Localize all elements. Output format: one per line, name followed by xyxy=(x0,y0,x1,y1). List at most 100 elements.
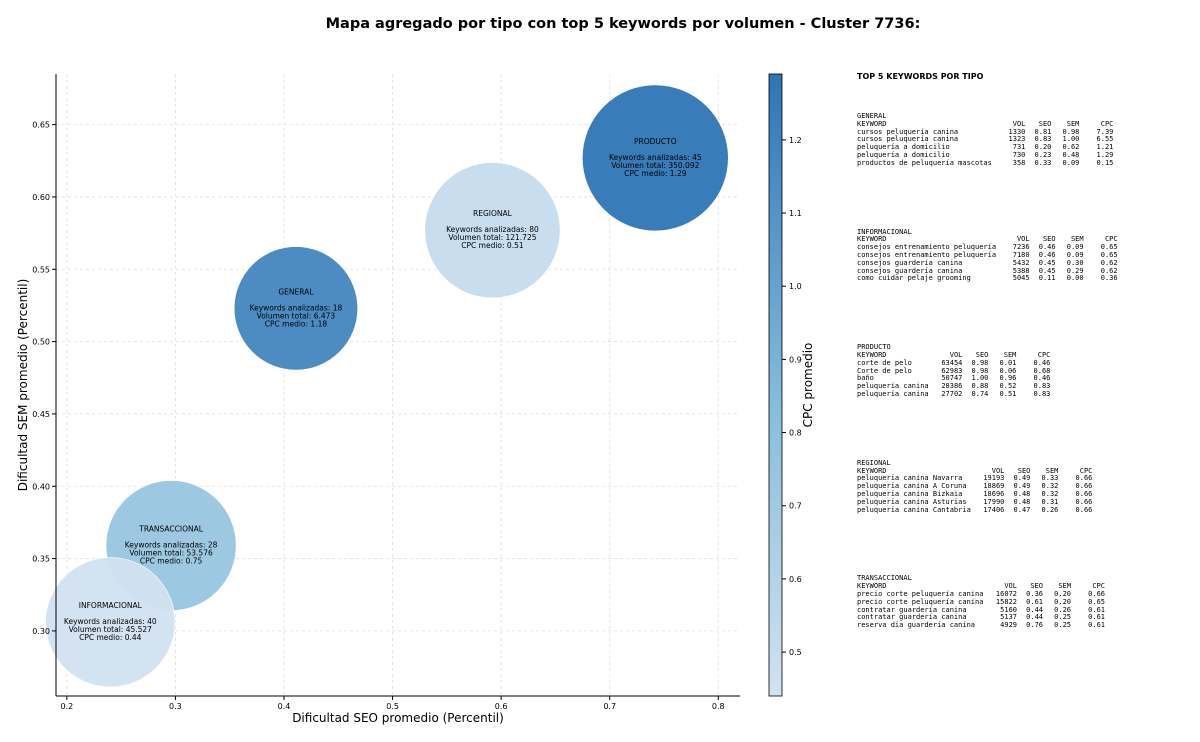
top5-panel: TOP 5 KEYWORDS POR TIPO GENERAL KEYWORD VO… xyxy=(857,72,1197,630)
group-name: TRANSACCIONAL xyxy=(857,574,912,583)
bubble-volume: Volumen total: 350.092 xyxy=(611,161,699,170)
header-vol: VOL xyxy=(1012,119,1026,128)
cell-vol: 1323 xyxy=(1008,135,1026,144)
bubble-label: INFORMACIONAL xyxy=(79,601,143,610)
cell-sem: 0.09 xyxy=(1066,243,1084,252)
y-tick-label: 0.45 xyxy=(32,410,50,419)
keyword-row: precio corte peluquería canina 15822 0.61 0… xyxy=(857,597,1197,607)
cell-sem: 0.20 xyxy=(1054,589,1071,598)
cell-seo: 0.81 xyxy=(1034,127,1052,136)
cell-seo: 0.88 xyxy=(971,382,989,391)
cell-sem: 0.96 xyxy=(999,374,1017,383)
cell-vol: 62983 xyxy=(941,366,963,375)
cell-sem: 0.33 xyxy=(1041,474,1059,483)
cell-seo: 0.49 xyxy=(1013,474,1031,483)
header-seo: SEO xyxy=(1042,235,1056,244)
x-axis-label: Dificultad SEO promedio (Percentil) xyxy=(292,711,504,725)
cell-vol: 5388 xyxy=(1012,266,1030,275)
cell-kw: peluquería canina Cantabria xyxy=(857,505,971,514)
group-header-row: KEYWORD VOL SEO SEM CPC xyxy=(857,466,1197,476)
cell-vol: 5432 xyxy=(1012,258,1030,267)
cell-vol: 7236 xyxy=(1012,243,1030,252)
cell-kw: peluquería canina Bizkaia xyxy=(857,489,963,498)
cell-seo: 1.00 xyxy=(971,374,989,383)
cell-sem: 0.00 xyxy=(1066,274,1084,283)
x-tick-label: 0.2 xyxy=(60,702,73,711)
cell-seo: 0.46 xyxy=(1038,243,1056,252)
header-seo: SEO xyxy=(1038,119,1052,128)
cell-sem: 0.09 xyxy=(1066,250,1084,259)
cell-sem: 0.32 xyxy=(1041,482,1059,491)
cell-seo: 0.48 xyxy=(1013,489,1031,498)
header-sem: SEM xyxy=(1003,350,1017,359)
cell-seo: 0.49 xyxy=(1013,482,1031,491)
colorbar-tick-label: 0.6 xyxy=(789,575,802,584)
y-tick-label: 0.30 xyxy=(32,627,50,636)
cell-sem: 0.06 xyxy=(999,366,1017,375)
cell-vol: 15822 xyxy=(995,597,1017,606)
header-sem: SEM xyxy=(1066,119,1080,128)
keyword-row: contratar guardería canina 5137 0.44 0.25 0.… xyxy=(857,613,1197,622)
cell-cpc: 0.65 xyxy=(1100,243,1118,252)
keyword-row: peluquería a domicilio 730 0.23 0.48 1.29 xyxy=(857,150,1197,160)
cell-vol: 1330 xyxy=(1008,127,1026,136)
cell-kw: precio corte peluquería canina xyxy=(857,597,984,606)
top5-group-general: GENERAL KEYWORD VOL SEO SEM CPC cursos peluque… xyxy=(857,112,1197,168)
cell-cpc: 0.66 xyxy=(1088,589,1105,598)
header-seo: SEO xyxy=(1030,582,1043,591)
cell-kw: consejos guardería canina xyxy=(857,258,963,267)
cell-seo: 0.74 xyxy=(971,389,989,398)
cell-kw: contratar guardería canina xyxy=(857,605,967,614)
header-cpc: CPC xyxy=(1079,466,1093,475)
keyword-row: consejos guardería canina 5432 0.45 0.30 0.6… xyxy=(857,258,1197,268)
group-name: GENERAL xyxy=(857,112,887,120)
header-sem: SEM xyxy=(1045,466,1059,475)
cell-seo: 0.45 xyxy=(1038,266,1056,275)
header-kw: KEYWORD xyxy=(857,235,887,244)
cell-sem: 0.25 xyxy=(1054,613,1071,622)
group-header-row: KEYWORD VOL SEO SEM CPC xyxy=(857,582,1197,591)
colorbar-bar xyxy=(768,73,783,697)
cell-cpc: 0.83 xyxy=(1033,382,1051,391)
cell-cpc: 1.29 xyxy=(1096,150,1114,159)
bubble-circle xyxy=(45,557,176,688)
header-kw: KEYWORD xyxy=(857,582,887,591)
cell-kw: peluquería canina xyxy=(857,382,929,391)
cell-vol: 19193 xyxy=(983,474,1005,483)
cell-cpc: 0.61 xyxy=(1088,605,1105,614)
cell-seo: 0.44 xyxy=(1026,613,1043,622)
cell-cpc: 0.61 xyxy=(1088,621,1105,630)
cell-vol: 4929 xyxy=(1000,621,1017,630)
header-kw: KEYWORD xyxy=(857,350,887,359)
cell-kw: reserva día guardería canina xyxy=(857,621,976,630)
keyword-row: peluquería canina 27702 0.74 0.51 0.83 xyxy=(857,389,1197,399)
bubble-circle xyxy=(582,84,729,232)
cell-seo: 0.61 xyxy=(1026,597,1043,606)
cell-seo: 0.33 xyxy=(1034,158,1052,167)
cell-sem: 0.48 xyxy=(1062,150,1080,159)
header-cpc: CPC xyxy=(1100,119,1114,128)
x-tick-label: 0.3 xyxy=(169,702,182,711)
keyword-row: consejos guardería canina 5388 0.45 0.29 0.6… xyxy=(857,266,1197,276)
cell-vol: 5137 xyxy=(1000,613,1017,622)
cell-cpc: 0.66 xyxy=(1075,489,1093,498)
cell-vol: 5045 xyxy=(1012,274,1030,283)
cell-vol: 730 xyxy=(1012,150,1026,159)
keyword-row: peluquería canina Cantabria 17406 0.47 0.26… xyxy=(857,505,1197,515)
cell-kw: consejos entrenamiento peluquería xyxy=(857,250,997,259)
bubble-cpc: CPC medio: 0.51 xyxy=(461,241,524,250)
keyword-row: precio corte peluquería canina 16072 0.36 0… xyxy=(857,589,1197,599)
header-sem: SEM xyxy=(1070,235,1084,244)
bubble-circle xyxy=(424,162,561,299)
cell-sem: 0.51 xyxy=(999,389,1017,398)
colorbar-tick-label: 0.9 xyxy=(789,355,802,364)
cell-vol: 27702 xyxy=(941,389,963,398)
x-tick-label: 0.6 xyxy=(495,702,508,711)
header-cpc: CPC xyxy=(1104,235,1118,244)
y-tick-label: 0.65 xyxy=(32,121,50,130)
top5-groups: GENERAL KEYWORD VOL SEO SEM CPC cursos peluque… xyxy=(857,112,1197,630)
keyword-row: peluquería canina Navarra 19193 0.49 0.33 0.… xyxy=(857,475,1197,483)
cell-kw: corte de pelo xyxy=(857,358,912,367)
header-cpc: CPC xyxy=(1037,350,1051,359)
